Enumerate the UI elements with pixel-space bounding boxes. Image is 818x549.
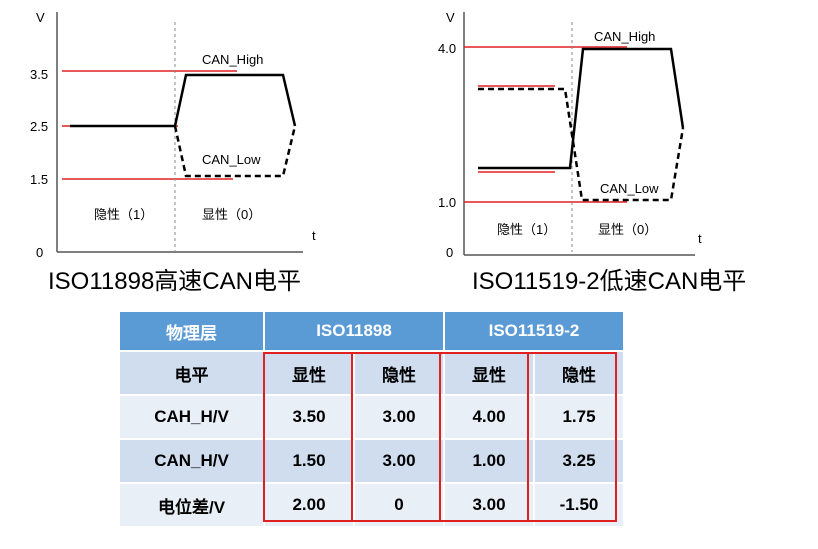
table-cell: 2.00 [264, 483, 355, 528]
left-tick-1.5: 1.5 [30, 172, 48, 187]
right-recessive-label: 隐性（1） [497, 222, 556, 237]
table-header-row: 物理层 ISO11898 ISO11519-2 [120, 312, 625, 352]
left-recessive-label: 隐性（1） [94, 207, 153, 222]
left-diagram-caption: ISO11898高速CAN电平 [48, 268, 301, 295]
table-cell: 电平 [120, 351, 265, 396]
table-cell: 隐性 [354, 351, 445, 396]
right-tick-4.0: 4.0 [438, 41, 456, 56]
header-physical-layer: 物理层 [120, 312, 265, 352]
left-can-high-line [173, 73, 297, 127]
left-can-low-label: CAN_Low [202, 152, 261, 167]
left-dominant-label: 显性（0） [202, 207, 261, 222]
right-can-low-line [478, 87, 685, 202]
table-cell: 显性 [444, 351, 535, 396]
right-tick-0: 0 [446, 245, 453, 260]
left-tick-3.5: 3.5 [30, 67, 48, 82]
left-can-high-label: CAN_High [202, 52, 263, 67]
left-tick-0: 0 [36, 245, 43, 260]
right-can-low-label: CAN_Low [600, 181, 659, 196]
right-x-axis-label: t [698, 231, 702, 246]
right-can-high-line [478, 47, 685, 170]
table-cell: 3.00 [354, 439, 445, 484]
table-cell: CAH_H/V [120, 395, 265, 440]
right-diagram-caption: ISO11519-2低速CAN电平 [472, 268, 747, 295]
table-cell: -1.50 [534, 483, 625, 528]
right-can-diagram: V t 4.0 1.0 0 CAN_High CAN_Low 隐性（1） 显性（… [438, 10, 702, 260]
left-can-diagram: V t 3.5 2.5 1.5 0 CAN_High CAN_Low 隐性（1）… [30, 10, 316, 260]
table-row: 电位差/V 2.00 0 3.00 -1.50 [120, 483, 625, 528]
table-cell: 3.25 [534, 439, 625, 484]
left-x-axis-label: t [312, 228, 316, 243]
table-cell: 1.50 [264, 439, 355, 484]
left-y-axis-label: V [36, 10, 45, 25]
table-row: CAH_H/V 3.50 3.00 4.00 1.75 [120, 395, 625, 440]
table-cell: 0 [354, 483, 445, 528]
table-cell: 隐性 [534, 351, 625, 396]
table-cell: 电位差/V [120, 483, 265, 528]
table-cell: 3.00 [444, 483, 535, 528]
right-can-high-label: CAN_High [594, 29, 655, 44]
table-cell: 3.50 [264, 395, 355, 440]
table-row: CAN_H/V 1.50 3.00 1.00 3.25 [120, 439, 625, 484]
header-iso11898: ISO11898 [264, 312, 445, 352]
left-tick-2.5: 2.5 [30, 119, 48, 134]
table-cell: 4.00 [444, 395, 535, 440]
header-iso11519-2: ISO11519-2 [444, 312, 625, 352]
table-cell: 显性 [264, 351, 355, 396]
table-row: 电平 显性 隐性 显性 隐性 [120, 351, 625, 396]
right-tick-1.0: 1.0 [438, 195, 456, 210]
right-y-axis-label: V [446, 10, 455, 25]
left-can-low-line [173, 125, 297, 178]
can-level-table: 物理层 ISO11898 ISO11519-2 电平 显性 隐性 显性 隐性 C… [120, 312, 625, 528]
table-cell: CAN_H/V [120, 439, 265, 484]
right-dominant-label: 显性（0） [598, 222, 657, 237]
table-cell: 1.75 [534, 395, 625, 440]
table-cell: 1.00 [444, 439, 535, 484]
table-cell: 3.00 [354, 395, 445, 440]
